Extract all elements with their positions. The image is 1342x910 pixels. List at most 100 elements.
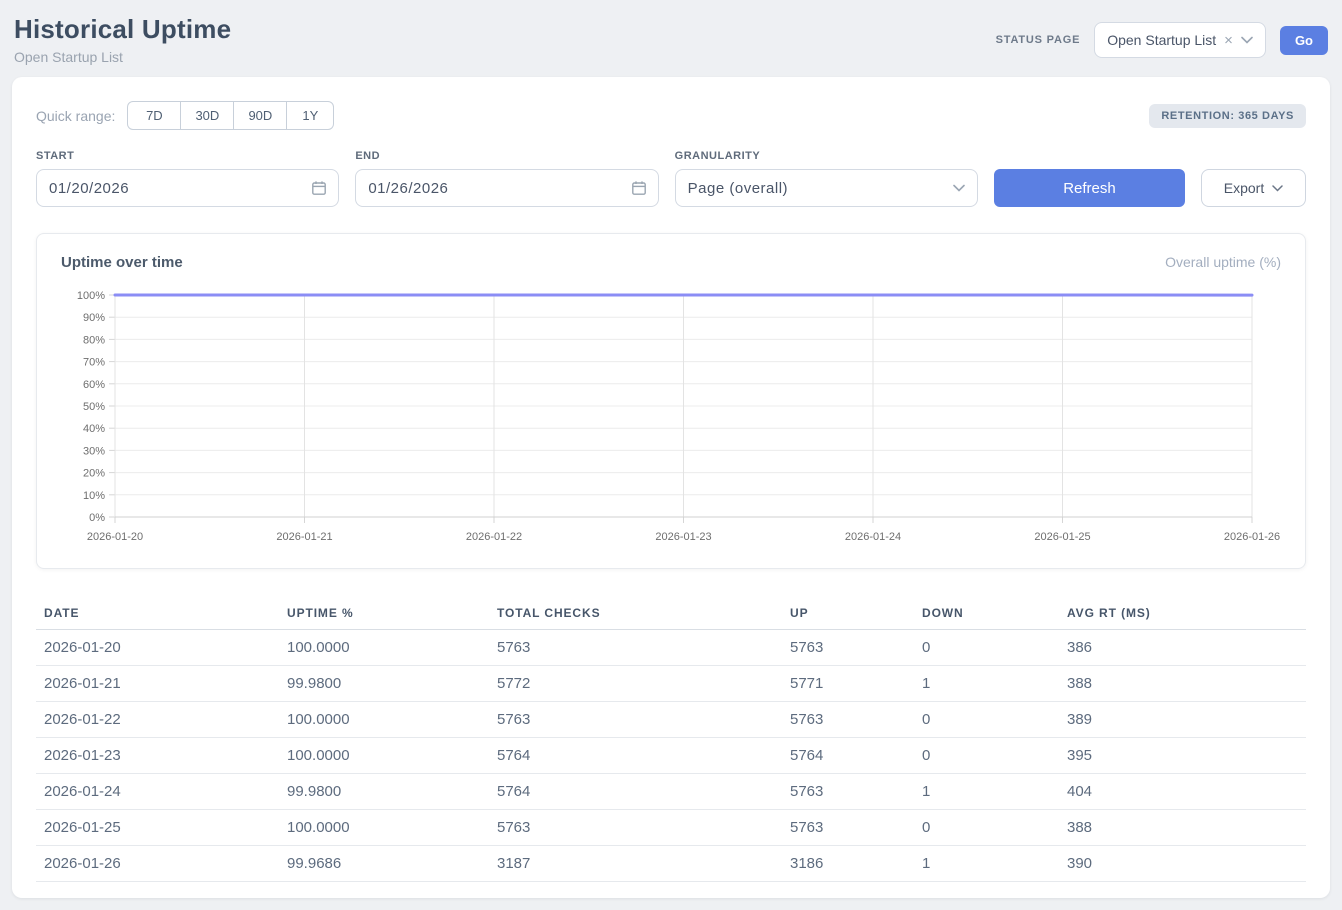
svg-text:50%: 50% xyxy=(83,401,105,413)
table-cell: 100.0000 xyxy=(279,738,489,774)
table-cell: 2026-01-23 xyxy=(36,738,279,774)
end-date-input[interactable]: 01/26/2026 xyxy=(355,169,658,207)
table-cell: 1 xyxy=(914,846,1059,882)
quick-range-90d-button[interactable]: 90D xyxy=(233,101,287,130)
column-header-date: DATE xyxy=(36,597,279,630)
table-cell: 5763 xyxy=(489,702,782,738)
chevron-down-icon xyxy=(1272,185,1283,192)
uptime-table-head-row: DATEUPTIME %TOTAL CHECKSUPDOWNAVG RT (MS… xyxy=(36,597,1306,630)
table-row: 2026-01-23100.0000576457640395 xyxy=(36,738,1306,774)
table-cell: 5763 xyxy=(782,630,914,666)
filter-form-row: START 01/20/2026 END 01/26/2026 GRANULAR… xyxy=(36,150,1306,207)
table-cell: 2026-01-26 xyxy=(36,846,279,882)
svg-text:90%: 90% xyxy=(83,312,105,324)
table-cell: 5764 xyxy=(782,738,914,774)
table-cell: 5763 xyxy=(489,630,782,666)
svg-text:2026-01-21: 2026-01-21 xyxy=(276,531,332,543)
svg-text:20%: 20% xyxy=(83,468,105,480)
uptime-line-chart: 0%10%20%30%40%50%60%70%80%90%100%2026-01… xyxy=(49,283,1297,551)
status-page-selected-value: Open Startup List xyxy=(1107,32,1216,48)
column-header-avg-rt-ms: AVG RT (MS) xyxy=(1059,597,1306,630)
table-cell: 5763 xyxy=(782,702,914,738)
granularity-selected-value: Page (overall) xyxy=(688,180,788,197)
table-cell: 99.9800 xyxy=(279,774,489,810)
header-right: STATUS PAGE Open Startup List × Go xyxy=(996,22,1328,58)
uptime-chart-card: Uptime over time Overall uptime (%) 0% 10… xyxy=(36,233,1306,569)
quick-range-row: Quick range: 7D 30D 90D 1Y RETENTION: 36… xyxy=(36,101,1306,130)
table-cell: 389 xyxy=(1059,702,1306,738)
table-row: 2026-01-2199.9800577257711388 xyxy=(36,666,1306,702)
table-cell: 2026-01-21 xyxy=(36,666,279,702)
clear-selection-icon[interactable]: × xyxy=(1224,33,1233,48)
table-cell: 0 xyxy=(914,810,1059,846)
table-row: 2026-01-22100.0000576357630389 xyxy=(36,702,1306,738)
table-cell: 0 xyxy=(914,702,1059,738)
svg-text:2026-01-26: 2026-01-26 xyxy=(1224,531,1280,543)
calendar-icon[interactable] xyxy=(631,180,647,196)
calendar-icon[interactable] xyxy=(311,180,327,196)
start-date-label: START xyxy=(36,150,339,162)
table-cell: 100.0000 xyxy=(279,810,489,846)
chevron-down-icon xyxy=(1241,36,1253,44)
quick-range-30d-button[interactable]: 30D xyxy=(180,101,234,130)
table-cell: 5771 xyxy=(782,666,914,702)
granularity-field: GRANULARITY Page (overall) xyxy=(675,150,978,207)
table-cell: 404 xyxy=(1059,774,1306,810)
quick-range-7d-button[interactable]: 7D xyxy=(127,101,181,130)
table-cell: 99.9800 xyxy=(279,666,489,702)
end-date-field: END 01/26/2026 xyxy=(355,150,658,207)
column-header-down: DOWN xyxy=(914,597,1059,630)
table-cell: 2026-01-24 xyxy=(36,774,279,810)
table-cell: 1 xyxy=(914,774,1059,810)
quick-range-1y-button[interactable]: 1Y xyxy=(286,101,334,130)
granularity-select[interactable]: Page (overall) xyxy=(675,169,978,207)
quick-range-label: Quick range: xyxy=(36,108,115,124)
uptime-table-body: 2026-01-20100.00005763576303862026-01-21… xyxy=(36,630,1306,882)
table-cell: 1 xyxy=(914,666,1059,702)
svg-text:60%: 60% xyxy=(83,379,105,391)
start-date-input[interactable]: 01/20/2026 xyxy=(36,169,339,207)
page-subtitle: Open Startup List xyxy=(14,49,231,65)
start-date-field: START 01/20/2026 xyxy=(36,150,339,207)
uptime-table: DATEUPTIME %TOTAL CHECKSUPDOWNAVG RT (MS… xyxy=(36,597,1306,882)
table-cell: 5772 xyxy=(489,666,782,702)
table-cell: 0 xyxy=(914,630,1059,666)
table-cell: 5764 xyxy=(489,738,782,774)
export-button[interactable]: Export xyxy=(1201,169,1306,207)
table-row: 2026-01-25100.0000576357630388 xyxy=(36,810,1306,846)
title-block: Historical Uptime Open Startup List xyxy=(14,14,231,65)
retention-badge: RETENTION: 365 DAYS xyxy=(1149,104,1306,128)
table-cell: 3186 xyxy=(782,846,914,882)
refresh-button[interactable]: Refresh xyxy=(994,169,1185,207)
end-date-label: END xyxy=(355,150,658,162)
table-cell: 2026-01-22 xyxy=(36,702,279,738)
chart-legend: Overall uptime (%) xyxy=(1165,254,1281,270)
svg-text:40%: 40% xyxy=(83,423,105,435)
table-cell: 5763 xyxy=(782,774,914,810)
quick-range-group: 7D 30D 90D 1Y xyxy=(127,101,334,130)
table-cell: 2026-01-25 xyxy=(36,810,279,846)
chart-title: Uptime over time xyxy=(61,254,183,271)
go-button[interactable]: Go xyxy=(1280,26,1328,55)
svg-text:0%: 0% xyxy=(89,512,105,524)
status-page-select[interactable]: Open Startup List × xyxy=(1094,22,1266,58)
svg-text:2026-01-23: 2026-01-23 xyxy=(655,531,711,543)
svg-text:2026-01-24: 2026-01-24 xyxy=(845,531,901,543)
svg-text:10%: 10% xyxy=(83,490,105,502)
table-cell: 386 xyxy=(1059,630,1306,666)
table-cell: 2026-01-20 xyxy=(36,630,279,666)
granularity-label: GRANULARITY xyxy=(675,150,978,162)
table-cell: 390 xyxy=(1059,846,1306,882)
start-date-value: 01/20/2026 xyxy=(49,180,129,197)
table-cell: 395 xyxy=(1059,738,1306,774)
table-row: 2026-01-2499.9800576457631404 xyxy=(36,774,1306,810)
column-header-up: UP xyxy=(782,597,914,630)
column-header-total-checks: TOTAL CHECKS xyxy=(489,597,782,630)
table-cell: 5763 xyxy=(489,810,782,846)
svg-text:2026-01-20: 2026-01-20 xyxy=(87,531,143,543)
svg-text:30%: 30% xyxy=(83,445,105,457)
column-header-uptime: UPTIME % xyxy=(279,597,489,630)
table-cell: 0 xyxy=(914,738,1059,774)
svg-text:80%: 80% xyxy=(83,334,105,346)
page-header: Historical Uptime Open Startup List STAT… xyxy=(12,12,1330,65)
